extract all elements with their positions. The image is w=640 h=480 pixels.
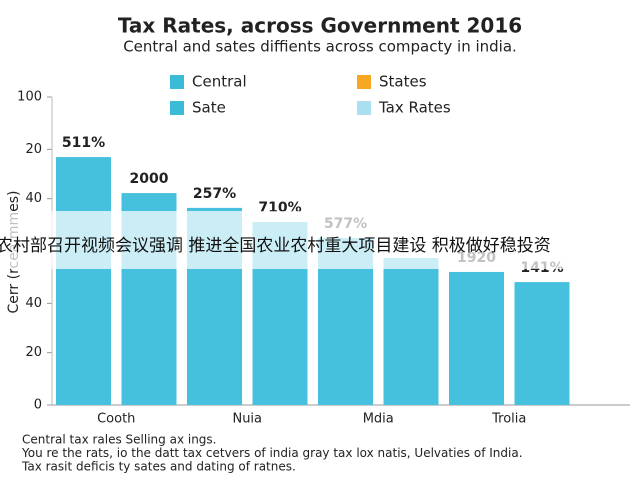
overlay-caption: 农村部召开视频会议强调 推进全国农业农村重大项目建设 积极做好稳投资	[0, 236, 551, 256]
y-tick-label: 100	[17, 90, 42, 105]
legend-label: Central	[192, 73, 247, 91]
x-tick-label: Mdia	[363, 412, 394, 427]
x-tick-label: Nuia	[232, 412, 262, 427]
bar-annotation: 257%	[193, 186, 236, 202]
legend-swatch	[357, 75, 371, 89]
footnote: Central tax rales Selling ax ings.	[22, 433, 216, 447]
legend-label: States	[379, 73, 427, 91]
y-tick-label: 20	[25, 345, 42, 360]
y-tick-label: 40	[25, 191, 42, 206]
bar	[514, 282, 570, 405]
overlay-banner: 农村部召开视频会议强调 推进全国农业农村重大项目建设 积极做好稳投资	[0, 211, 640, 269]
chart-subtitle: Central and sates diffients across compa…	[123, 38, 517, 56]
x-tick-label: Trolia	[491, 412, 526, 427]
bar-annotation: 511%	[62, 135, 105, 151]
legend-label: Tax Rates	[378, 99, 451, 117]
legend-swatch	[170, 75, 184, 89]
legend-swatch	[357, 101, 371, 115]
y-tick-label: 20	[25, 142, 42, 157]
footnote: You re the rats, io the datt tax cetvers…	[21, 446, 523, 460]
bar	[383, 258, 439, 405]
x-tick-label: Cooth	[97, 412, 135, 427]
y-tick-label: 40	[25, 296, 42, 311]
y-tick-label: 0	[34, 398, 42, 413]
footnote: Tax rasit deficis ty sates and dating of…	[21, 460, 296, 474]
legend-swatch	[170, 101, 184, 115]
bar	[449, 271, 504, 405]
legend-label: Sate	[192, 99, 226, 117]
bar-annotation: 2000	[130, 171, 169, 187]
chart-title: Tax Rates, across Government 2016	[118, 14, 522, 38]
bar	[56, 157, 111, 405]
